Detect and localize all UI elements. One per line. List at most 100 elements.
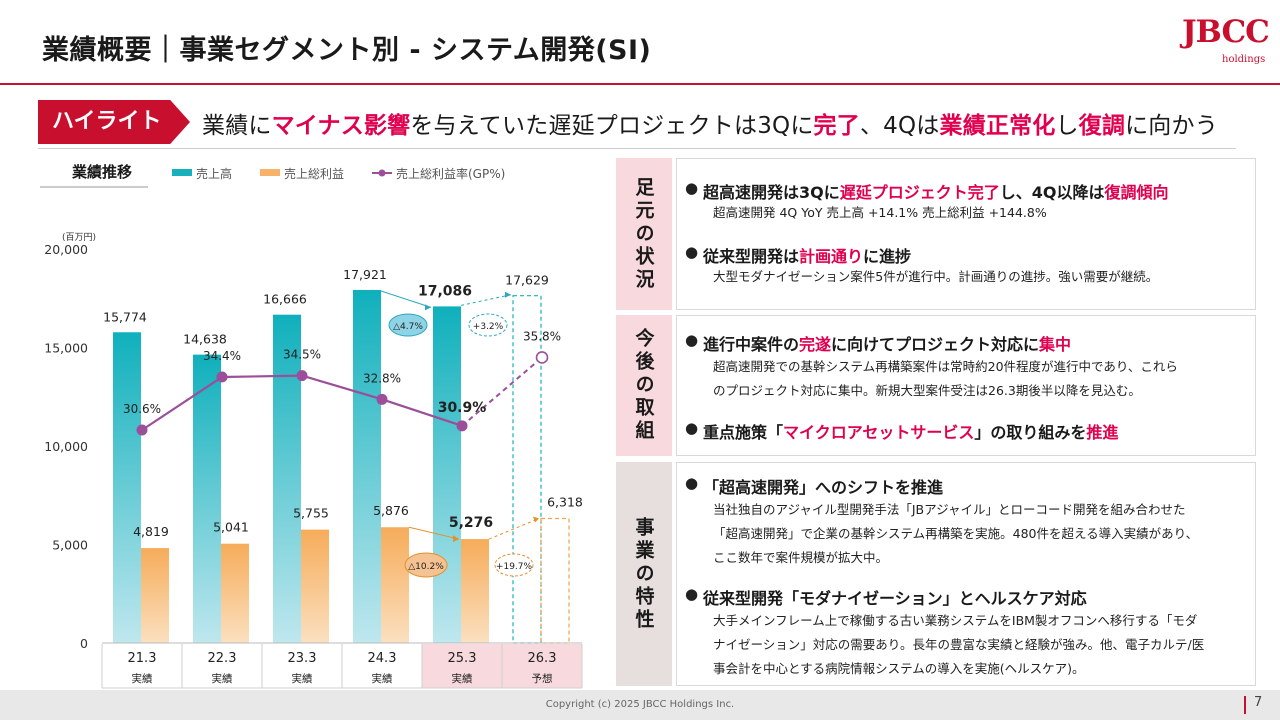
panel-body-current-status: ● 超高速開発は3Qに遅延プロジェクト完了し、4Q以降は復調傾向 超高速開発 4…	[676, 158, 1256, 310]
item-heading: 「超高速開発」へのシフトを推進	[703, 474, 943, 498]
x-tick-sublabel: 実績	[372, 672, 393, 685]
gross-profit-value-label: 5,041	[213, 520, 249, 535]
bullet-icon: ●	[685, 243, 699, 261]
x-tick-sublabel: 実績	[452, 672, 473, 685]
gp-rate-marker	[376, 393, 388, 405]
sales-value-label: 14,638	[183, 332, 227, 347]
gross-profit-bar	[141, 548, 169, 643]
item-description: 事会計を中心とする病院情報システムの導入を実施(ヘルスケア)。	[713, 661, 1085, 676]
list-item: ● 「超高速開発」へのシフトを推進 当社独自のアジャイル型開発手法「JBアジャイ…	[685, 474, 1247, 574]
gp-rate-marker-forecast	[535, 351, 549, 364]
x-tick-sublabel: 実績	[132, 672, 153, 685]
item-description: 大手メインフレーム上で稼働する古い業務システムをIBM製オフコンへ移行する「モダ	[713, 613, 1198, 628]
panel-body-future-initiatives: ● 進行中案件の完遂に向けてプロジェクト対応に集中 超高速開発での基幹システム再…	[676, 315, 1256, 456]
gross-profit-forecast-arrow	[488, 518, 540, 540]
heading-segment: 復調傾向	[1104, 183, 1169, 202]
y-tick-label: 15,000	[44, 341, 88, 356]
footer: Copyright (c) 2025 JBCC Holdings Inc. 7	[0, 690, 1280, 720]
sales-bar	[113, 332, 141, 643]
x-tick-label: 24.3	[368, 651, 397, 666]
legend-label: 売上高	[196, 166, 232, 181]
highlight-segment: し	[1055, 113, 1079, 139]
y-axis-unit: (百万円)	[62, 232, 96, 243]
legend-label: 売上総利益	[284, 166, 344, 181]
logo-subtext: holdings	[1222, 54, 1266, 65]
panel-label-text: 今後の取組	[632, 328, 655, 443]
gross-profit-change-label: △10.2%	[408, 562, 444, 572]
sales-value-label: 15,774	[103, 309, 147, 324]
highlight-segment: 完了	[813, 113, 860, 139]
highlight-segment: に向かう	[1125, 113, 1218, 139]
x-tick-sublabel: 実績	[212, 672, 233, 685]
item-description: 当社独自のアジャイル型開発手法「JBアジャイル」とローコード開発を組み合わせた	[713, 502, 1186, 517]
panel-label-future-initiatives: 今後の取組	[616, 315, 672, 456]
gross-profit-forecast-badge	[494, 553, 534, 577]
item-heading: 従来型開発は計画通りに進捗	[703, 243, 911, 267]
heading-segment: 従来型開発は	[703, 247, 800, 266]
sales-bar	[193, 354, 221, 643]
bullet-icon: ●	[685, 585, 699, 603]
sales-value-label: 17,629	[505, 273, 549, 288]
gross-profit-bar	[301, 529, 329, 643]
gross-profit-bar	[461, 539, 489, 643]
gross-profit-value-label: 5,276	[449, 515, 493, 531]
sales-forecast-arrowhead	[505, 291, 511, 298]
gp-rate-marker	[136, 424, 148, 436]
item-heading: 重点施策「マイクロアセットサービス」の取り組みを推進	[703, 419, 1118, 443]
item-description: 「超高速開発」で企業の基幹システム再構築を実施。480件を超える導入実績があり、	[713, 526, 1199, 541]
y-tick-label: 0	[80, 636, 88, 651]
gross-profit-change-badge	[404, 552, 448, 578]
x-tick-sublabel: 予想	[532, 672, 553, 685]
panel-label-business-characteristics: 事業の特性	[616, 462, 672, 686]
highlight-segment: 業績に	[202, 113, 272, 139]
highlight-divider	[38, 148, 1236, 149]
sales-bar	[433, 306, 461, 643]
page-title: 業績概要｜事業セグメント別 - システム開発(SI)	[42, 35, 652, 66]
gross-profit-bar	[381, 527, 409, 643]
y-tick-label: 5,000	[52, 538, 88, 553]
item-description: 超高速開発での基幹システム再構築案件は常時約20件程度が進行中であり、これら	[713, 359, 1178, 374]
item-heading: 進行中案件の完遂に向けてプロジェクト対応に集中	[703, 331, 1071, 355]
legend-swatch	[172, 169, 192, 176]
list-item: ● 重点施策「マイクロアセットサービス」の取り組みを推進	[685, 419, 1247, 445]
highlight-text: 業績にマイナス影響を与えていた遅延プロジェクトは3Qに完了、4Qは業績正常化し復…	[202, 106, 1218, 140]
page-number-divider	[1244, 696, 1246, 714]
title-divider	[0, 83, 1280, 85]
sales-change-label: △4.7%	[393, 322, 423, 332]
panel-business-characteristics: 事業の特性 ● 「超高速開発」へのシフトを推進 当社独自のアジャイル型開発手法「…	[616, 462, 1256, 686]
gross-profit-bar	[221, 543, 249, 643]
heading-segment: 」の取り組みを	[974, 423, 1087, 442]
gross-profit-forecast-label: +19.7%	[496, 562, 533, 572]
panel-label-current-status: 足元の状況	[616, 158, 672, 310]
gp-rate-label: 30.9%	[438, 400, 487, 416]
sales-change-arrow	[380, 290, 432, 308]
category-highlight	[502, 644, 582, 688]
logo-text: JBCC	[1182, 14, 1270, 50]
bullet-icon: ●	[685, 419, 699, 437]
heading-segment: 従来型開発「モダナイゼーション」とヘルスケア対応	[703, 589, 1087, 608]
legend-swatch	[260, 169, 280, 176]
panel-label-text: 事業の特性	[632, 516, 655, 632]
bullet-icon: ●	[685, 179, 699, 197]
gross-profit-value-label: 5,755	[293, 506, 329, 521]
gp-rate-label: 32.8%	[363, 371, 401, 385]
item-description: ここ数年で案件規模が拡大中。	[713, 550, 889, 565]
highlight-segment: 、4Qは	[859, 113, 940, 139]
gp-rate-marker	[216, 371, 228, 383]
heading-segment: 完遂	[799, 335, 832, 354]
item-description: のプロジェクト対応に集中。新規大型案件受注は26.3期後半以降を見込む。	[713, 383, 1141, 398]
sales-forecast-badge	[468, 313, 508, 337]
heading-segment: 重点施策「	[703, 423, 784, 442]
x-tick-label: 21.3	[128, 651, 157, 666]
heading-segment: 超高速開発は3Qに	[703, 183, 840, 202]
gross-profit-value-label: 5,876	[373, 503, 409, 518]
sales-forecast-label: +3.2%	[473, 322, 504, 332]
company-logo: JBCC holdings	[1182, 14, 1270, 72]
gp-rate-label: 34.5%	[283, 348, 321, 362]
x-tick-sublabel: 実績	[292, 672, 313, 685]
panel-current-status: 足元の状況 ● 超高速開発は3Qに遅延プロジェクト完了し、4Q以降は復調傾向 超…	[616, 158, 1256, 310]
bullet-icon: ●	[685, 474, 699, 492]
gp-rate-marker	[456, 420, 468, 432]
gp-rate-label: 30.6%	[123, 402, 161, 416]
panel-label-text: 足元の状況	[632, 176, 655, 292]
